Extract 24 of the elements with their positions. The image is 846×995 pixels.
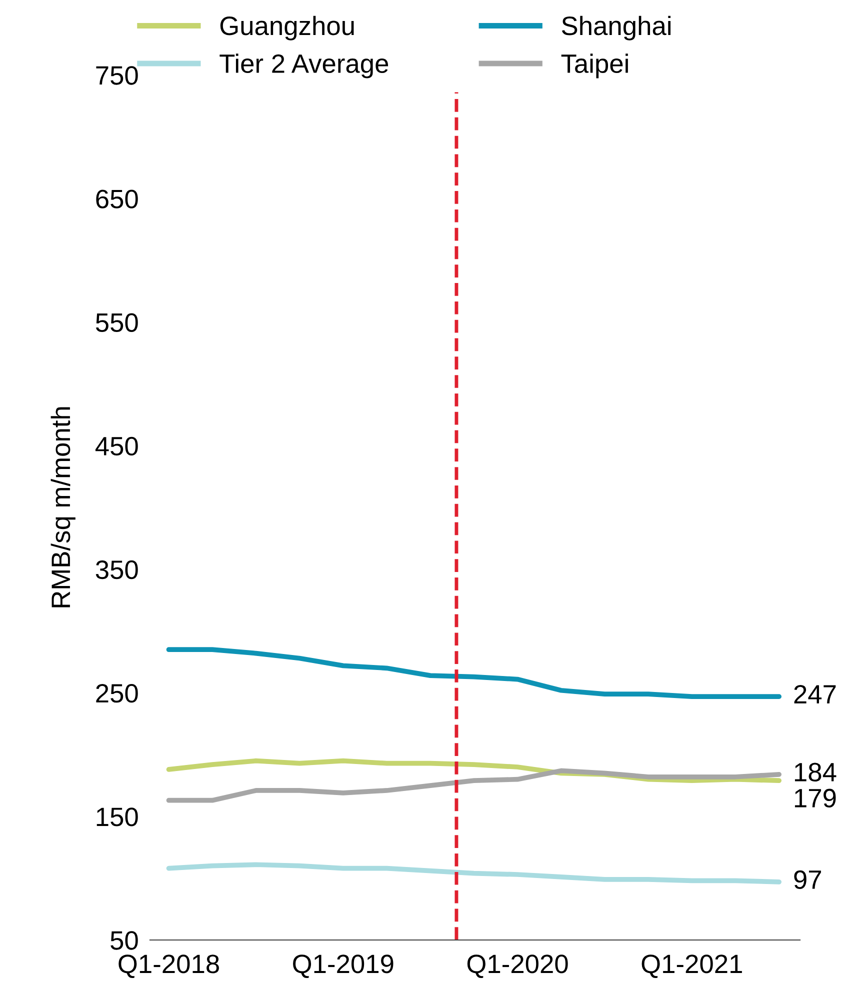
data-label: 97: [794, 870, 821, 890]
line-series: [166, 647, 782, 699]
data-label: 247: [794, 684, 836, 704]
data-label: 179: [794, 788, 836, 808]
x-tick-label: Q1-2021: [642, 954, 742, 978]
y-tick-label: 250: [96, 684, 138, 703]
x-tick-label: Q1-2018: [118, 954, 219, 978]
y-tick-label: 50: [110, 931, 138, 950]
legend-label: Tier 2 Average: [220, 54, 388, 78]
line-series: [166, 862, 782, 884]
y-tick-label: 550: [96, 313, 138, 332]
data-label: 184: [794, 762, 836, 782]
y-tick-label: 150: [96, 808, 138, 826]
y-tick-label: 350: [96, 560, 138, 580]
legend-label: Shanghai: [562, 16, 670, 40]
legend-label: Guangzhou: [220, 16, 354, 40]
y-tick-label: 750: [96, 66, 138, 85]
x-tick-label: Q1-2020: [467, 954, 568, 978]
y-tick-label: 650: [96, 190, 138, 208]
legend-label: Taipei: [561, 54, 628, 78]
line-series: [166, 768, 782, 803]
y-tick-label: 450: [95, 436, 138, 456]
y-axis-title: RMB/sq m/month: [50, 407, 76, 608]
x-tick-label: Q1-2019: [293, 954, 394, 978]
